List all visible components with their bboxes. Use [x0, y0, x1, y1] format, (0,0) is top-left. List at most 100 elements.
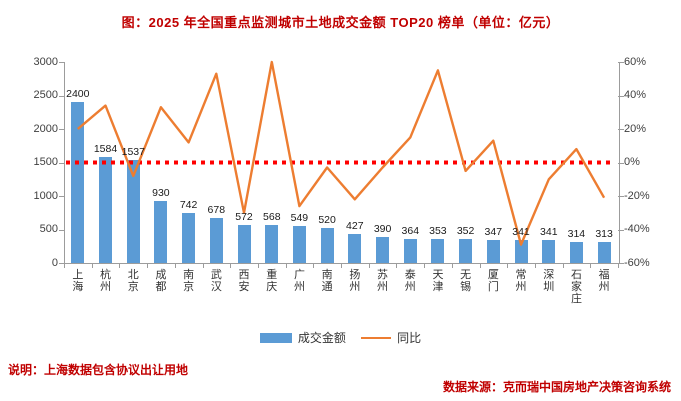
bar-深圳: [542, 240, 556, 263]
right-axis-tick: [618, 229, 624, 231]
category-label-苏州: 苏 州: [377, 269, 389, 293]
bar-常州: [514, 240, 528, 263]
left-axis-tick: [59, 263, 64, 264]
category-label-深圳: 深 圳: [543, 269, 555, 293]
bar-福州: [597, 242, 611, 263]
category-axis-tick: [147, 264, 149, 268]
bar-value-label: 427: [346, 220, 364, 233]
right-axis-tick-label: 40%: [624, 89, 647, 101]
right-axis-tick: [618, 95, 624, 97]
bar-value-label: 742: [179, 199, 198, 212]
right-axis-tick: [618, 62, 624, 63]
right-axis-tick: [618, 129, 624, 130]
left-axis-tick-label: 2500: [33, 89, 58, 101]
bar-value-label: 341: [540, 226, 558, 239]
bar-value-label: 314: [567, 228, 586, 240]
category-label-石家庄: 石 家 庄: [570, 269, 582, 305]
left-axis-tick-label: 2000: [33, 122, 58, 135]
left-axis-tick: [59, 129, 64, 130]
category-axis-tick: [562, 264, 564, 268]
bar-value-label: 520: [318, 214, 336, 227]
category-label-泰州: 泰 州: [404, 269, 416, 293]
bar-swatch-icon: [259, 332, 292, 343]
bar-value-label: 390: [373, 222, 392, 235]
bar-杭州: [99, 156, 112, 263]
category-label-南通: 南 通: [321, 269, 333, 293]
right-axis-tick-label: 20%: [624, 122, 647, 135]
category-label-常州: 常 州: [515, 269, 527, 293]
bar-value-label: 313: [595, 228, 613, 240]
bar-南京: [182, 213, 196, 263]
left-axis-tick: [59, 95, 64, 97]
bar-西安: [237, 224, 251, 263]
right-axis-tick: [618, 196, 624, 197]
category-label-重庆: 重 庆: [266, 269, 278, 293]
category-axis-tick: [341, 264, 342, 268]
legend-item-line: 同比: [361, 329, 421, 346]
left-axis-tick: [59, 162, 64, 164]
category-axis-tick: [119, 264, 121, 268]
left-axis-tick-label: 0: [51, 256, 58, 269]
bar-北京: [126, 160, 140, 263]
category-axis-tick: [91, 264, 93, 268]
legend-bar-label: 成交金额: [297, 331, 346, 345]
footnote-text: 说明：上海数据包含协议出让用地: [8, 363, 189, 377]
category-axis-tick: [479, 264, 481, 268]
category-axis-tick: [64, 264, 65, 268]
bar-无锡: [459, 239, 473, 263]
right-axis-tick-label: 0%: [624, 156, 640, 168]
legend-line-label: 同比: [397, 331, 422, 345]
bar-value-label: 352: [456, 225, 475, 238]
category-axis-tick: [534, 264, 536, 268]
left-axis-tick-label: 500: [39, 223, 58, 235]
category-axis-tick: [590, 264, 592, 268]
right-axis-tick-label: -20%: [624, 189, 650, 202]
chart-legend: 成交金额 同比: [0, 329, 681, 346]
category-label-杭州: 杭 州: [100, 269, 112, 293]
right-axis-tick-label: -40%: [624, 223, 650, 235]
category-label-武汉: 武 汉: [210, 269, 222, 293]
right-axis-tick-label: -60%: [624, 256, 650, 269]
bar-石家庄: [569, 242, 583, 263]
category-axis-tick: [424, 264, 426, 268]
bar-南通: [320, 228, 334, 263]
bar-重庆: [265, 224, 279, 263]
category-axis-tick: [174, 264, 176, 268]
category-axis-tick: [507, 264, 509, 268]
category-axis-tick: [313, 264, 315, 268]
bar-广州: [292, 226, 306, 263]
bar-上海: [71, 102, 85, 263]
category-label-上海: 上 海: [72, 269, 84, 293]
bar-value-label: 1584: [93, 142, 118, 155]
bar-天津: [431, 239, 445, 263]
category-axis-tick: [257, 264, 259, 268]
bar-苏州: [376, 236, 390, 263]
category-label-扬州: 扬 州: [349, 269, 361, 293]
bar-value-label: 364: [401, 224, 420, 237]
left-axis-tick: [59, 62, 64, 63]
left-axis-tick-label: 1000: [33, 189, 58, 202]
category-axis-tick: [285, 264, 287, 268]
category-label-北京: 北 京: [127, 269, 139, 293]
bar-value-label: 353: [429, 225, 447, 238]
right-axis-tick-label: 60%: [624, 55, 647, 68]
bar-value-label: 568: [263, 210, 281, 223]
left-axis-tick-label: 1500: [33, 156, 58, 168]
category-label-厦门: 厦 门: [487, 269, 499, 293]
category-axis-tick: [618, 264, 619, 268]
data-source-text: 数据来源：克而瑞中国房地产决策咨询系统: [442, 380, 671, 394]
category-axis-tick: [368, 264, 370, 268]
legend-item-bar: 成交金额: [259, 329, 346, 346]
bar-扬州: [348, 234, 362, 263]
bar-value-label: 2400: [66, 88, 90, 101]
line-swatch-icon: [361, 336, 392, 339]
category-label-西安: 西 安: [238, 269, 250, 293]
bar-泰州: [403, 238, 417, 263]
category-label-福州: 福 州: [598, 269, 610, 293]
bar-成都: [154, 200, 168, 263]
bar-武汉: [209, 217, 223, 263]
bar-value-label: 1537: [121, 146, 145, 158]
left-axis-tick: [59, 196, 64, 197]
category-label-无锡: 无 锡: [460, 269, 472, 293]
